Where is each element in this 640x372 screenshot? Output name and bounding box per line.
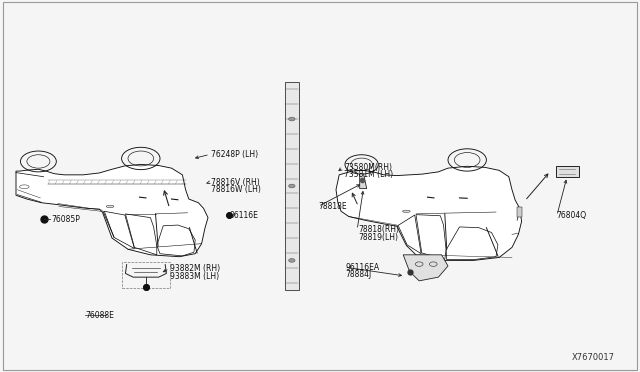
Polygon shape [403,255,448,281]
Bar [122,262,170,288]
Text: 73581M (LH): 73581M (LH) [344,170,394,179]
Text: 78816V (RH): 78816V (RH) [211,178,260,187]
Text: 76804Q: 76804Q [557,211,587,220]
Text: 93882M (RH): 93882M (RH) [170,264,220,273]
Circle shape [289,117,295,121]
Bar [285,82,299,290]
Text: 96116E: 96116E [229,211,258,219]
Text: 78884J: 78884J [346,270,372,279]
Polygon shape [360,174,367,189]
Bar [556,166,579,177]
Text: 96116EA: 96116EA [346,263,380,272]
Polygon shape [16,164,208,257]
Circle shape [289,184,295,188]
Text: 73580M(RH): 73580M(RH) [344,163,392,172]
Circle shape [289,259,295,262]
Text: 78818E: 78818E [319,202,348,211]
Text: 78819(LH): 78819(LH) [358,233,398,242]
Text: 76088E: 76088E [85,311,114,320]
Text: 76085P: 76085P [51,215,80,224]
Text: 76248P (LH): 76248P (LH) [211,150,259,159]
Ellipse shape [106,205,114,208]
Text: 78818(RH): 78818(RH) [358,225,399,234]
Text: X7670017: X7670017 [572,353,614,362]
Polygon shape [336,166,522,260]
Text: 78816W (LH): 78816W (LH) [211,185,261,194]
Ellipse shape [403,210,410,212]
Text: 93883M (LH): 93883M (LH) [170,272,219,280]
Bar [517,207,522,217]
